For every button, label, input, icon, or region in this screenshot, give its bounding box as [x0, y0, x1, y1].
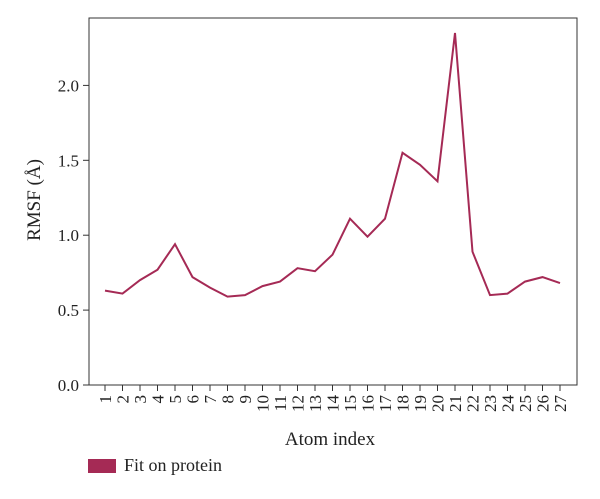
- y-tick-label: 2.0: [58, 76, 79, 95]
- x-tick-label: 17: [376, 395, 395, 413]
- x-axis: 1234567891011121314151617181920212223242…: [96, 385, 570, 412]
- x-tick-label: 7: [201, 395, 220, 404]
- series-layer: [104, 32, 561, 298]
- x-tick-label: 2: [114, 395, 133, 404]
- y-tick-label: 1.5: [58, 151, 79, 170]
- x-tick-label: 20: [429, 395, 448, 412]
- plot-area-frame: [88, 17, 578, 386]
- x-tick-label: 27: [551, 395, 570, 413]
- x-tick-label: 18: [394, 395, 413, 412]
- x-tick-label: 9: [236, 395, 255, 404]
- x-tick-label: 16: [359, 395, 378, 412]
- x-tick-label: 6: [184, 395, 203, 404]
- y-tick-label: 0.0: [58, 376, 79, 395]
- x-tick-label: 23: [481, 395, 500, 412]
- y-axis: 0.0 0.5 1.0 1.5 2.0: [58, 76, 89, 395]
- y-tick-label: 0.5: [58, 301, 79, 320]
- x-tick-label: 5: [166, 395, 185, 404]
- x-tick-label: 1: [96, 395, 115, 404]
- x-axis-title: Atom index: [285, 429, 376, 450]
- x-tick-label: 4: [149, 395, 168, 404]
- legend-label: Fit on protein: [124, 455, 222, 475]
- x-tick-label: 8: [219, 395, 238, 404]
- x-tick-label: 24: [499, 395, 518, 413]
- x-tick-label: 21: [446, 395, 465, 412]
- x-tick-label: 13: [306, 395, 325, 412]
- legend-swatch: [88, 458, 116, 473]
- x-tick-label: 26: [534, 395, 553, 412]
- x-tick-label: 14: [324, 395, 343, 413]
- legend: Fit on protein: [88, 455, 222, 476]
- x-tick-label: 19: [411, 395, 430, 412]
- y-axis-title: RMSF (Å): [24, 159, 45, 241]
- x-tick-label: 15: [341, 395, 360, 412]
- x-tick-label: 12: [289, 395, 308, 412]
- y-tick-label: 1.0: [58, 226, 79, 245]
- x-tick-label: 3: [131, 395, 150, 404]
- x-tick-label: 22: [464, 395, 483, 412]
- x-tick-label: 11: [271, 395, 290, 411]
- series-line-0: [104, 32, 561, 298]
- x-tick-label: 25: [516, 395, 535, 412]
- x-tick-label: 10: [254, 395, 273, 412]
